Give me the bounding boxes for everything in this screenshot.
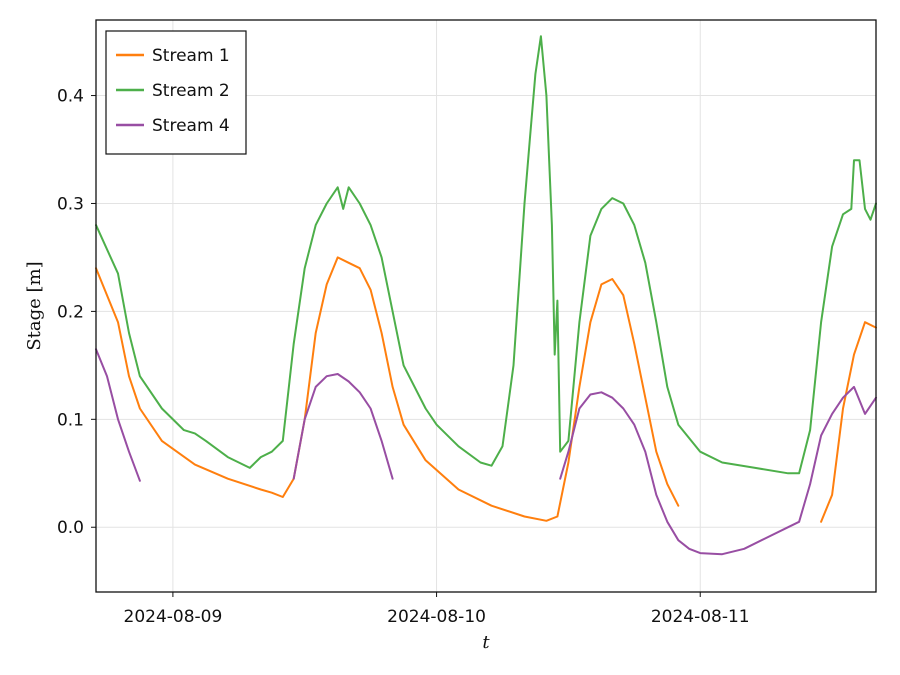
- legend-label: Stream 4: [152, 116, 230, 136]
- legend: Stream 1 Stream 2 Stream 4: [105, 30, 247, 155]
- y-tick-label: 0.0: [57, 518, 84, 538]
- legend-box: [105, 30, 247, 155]
- y-tick-label: 0.2: [57, 302, 84, 322]
- y-tick-label: 0.4: [57, 87, 84, 107]
- y-tick-label: 0.3: [57, 194, 84, 214]
- x-tick-label: 2024-08-11: [651, 607, 750, 627]
- legend-label: Stream 2: [152, 81, 230, 101]
- x-tick-label: 2024-08-09: [124, 607, 223, 627]
- series-line-stream-4-segment-2: [292, 373, 394, 480]
- series-line-stream-1-segment-1: [95, 256, 680, 522]
- axis-ticks: 0.0 0.1 0.2 0.3 0.4 2024-08-09 2024-08-10 2024-…: [57, 87, 750, 627]
- series-line-stream-1-segment-2: [820, 321, 877, 523]
- series-line-stream-2-segment-1: [95, 35, 877, 475]
- x-tick-label: 2024-08-10: [387, 607, 486, 627]
- x-axis-label: t: [482, 632, 490, 653]
- series-line-stream-4-segment-3: [559, 385, 877, 556]
- plot-frame: [95, 19, 877, 593]
- y-axis-label: Stage [m]: [24, 261, 45, 350]
- y-tick-label: 0.1: [57, 410, 84, 430]
- legend-label: Stream 1: [152, 46, 230, 66]
- series-line-stream-4-segment-1: [95, 348, 141, 482]
- series-layer: [95, 35, 877, 556]
